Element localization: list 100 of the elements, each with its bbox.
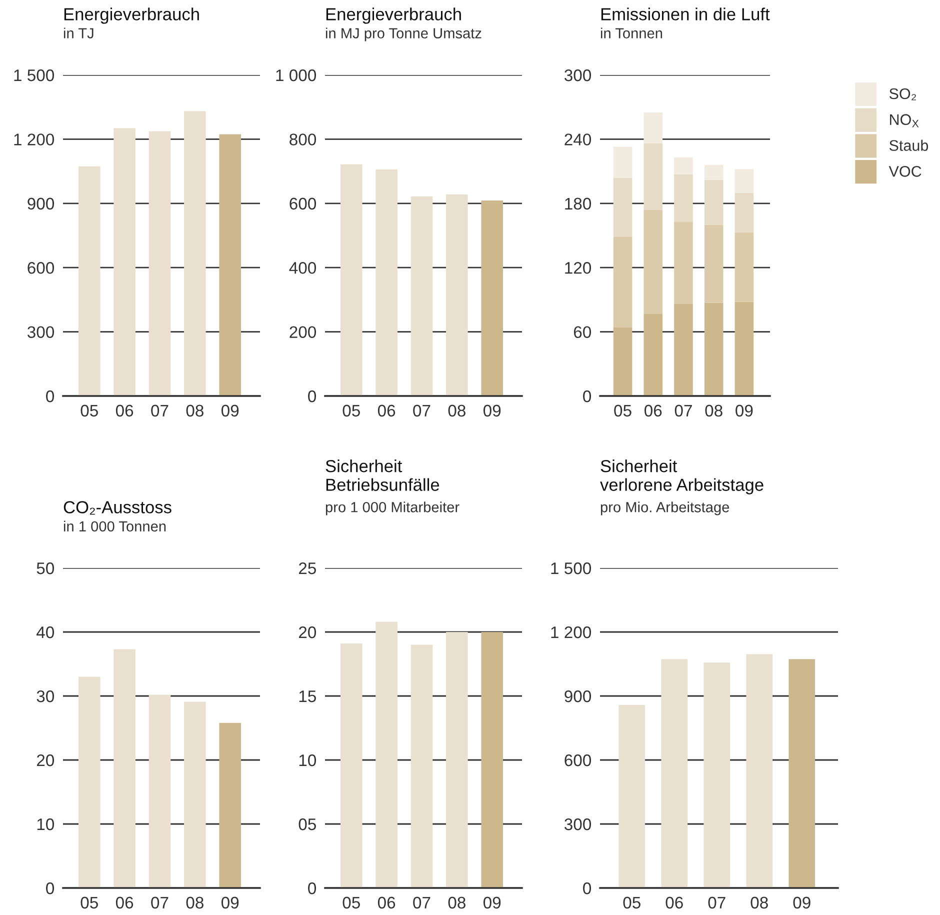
y-tick-label: 1 200 — [14, 134, 54, 146]
chart-title: Sicherheit verlorene Arbeitstage — [600, 460, 764, 494]
chart-title: Sicherheit Betriebsunfälle — [326, 460, 440, 491]
bar — [219, 722, 242, 888]
x-tick-label: 05 — [342, 404, 360, 417]
y-tick-label: 240 — [564, 134, 592, 146]
x-tick-label: 06 — [666, 896, 683, 909]
y-tick-label: 1 200 — [551, 626, 592, 638]
y-tick-label: 0 — [583, 882, 592, 894]
y-tick-label: 20 — [36, 754, 54, 766]
bar — [644, 210, 663, 314]
chart-subtitle: in Tonnen — [600, 28, 662, 38]
y-tick-label: 30 — [36, 690, 54, 702]
y-tick-label: 0 — [308, 390, 316, 402]
x-tick-label: 08 — [705, 404, 722, 417]
x-tick-label: 07 — [151, 404, 168, 417]
x-tick-label: 08 — [750, 896, 768, 909]
chart-title: CO₂-Ausstoss — [64, 501, 172, 515]
bar — [734, 232, 754, 302]
y-tick-label: 10 — [37, 818, 54, 830]
bar — [644, 112, 663, 144]
bar — [446, 194, 468, 396]
x-tick-label: 07 — [151, 896, 168, 909]
bar — [644, 314, 663, 396]
bar — [613, 236, 632, 328]
bar — [746, 654, 773, 888]
y-tick-label: 50 — [36, 562, 54, 574]
x-tick-label: 08 — [448, 896, 466, 909]
x-tick-label: 07 — [708, 896, 726, 909]
bar — [674, 157, 693, 175]
y-tick-label: 600 — [564, 754, 592, 766]
bar — [184, 111, 206, 396]
bar — [674, 222, 693, 304]
y-tick-label: 60 — [574, 326, 592, 338]
bar — [704, 302, 724, 396]
bar — [114, 128, 136, 396]
bar — [446, 632, 468, 888]
x-tick-label: 07 — [674, 404, 692, 417]
x-tick-label: 08 — [186, 404, 204, 417]
y-tick-label: 900 — [28, 198, 54, 210]
bar — [78, 166, 100, 396]
x-tick-label: 09 — [221, 404, 239, 417]
chart-subtitle: in 1 000 Tonnen — [64, 520, 166, 532]
bar — [788, 659, 816, 888]
y-tick-label: 20 — [298, 626, 316, 638]
chart-subtitle: in MJ pro Tonne Umsatz — [326, 28, 482, 42]
y-tick-label: 0 — [583, 390, 592, 402]
x-tick-label: 09 — [483, 404, 501, 417]
x-tick-label: 05 — [80, 404, 98, 417]
bar — [340, 164, 362, 396]
x-tick-label: 05 — [623, 896, 640, 909]
y-tick-label: 0 — [46, 390, 54, 402]
x-tick-label: 09 — [221, 896, 239, 909]
y-tick-label: 1 000 — [276, 69, 316, 82]
y-tick-label: 10 — [299, 754, 316, 766]
legend-label: Staub — [889, 140, 928, 151]
y-tick-label: 400 — [289, 262, 316, 274]
bar — [376, 169, 398, 396]
bar — [148, 131, 171, 396]
x-tick-label: 06 — [378, 404, 396, 417]
x-tick-label: 06 — [644, 404, 662, 417]
bar — [148, 694, 171, 888]
legend-label: VOC — [888, 166, 922, 177]
bar — [661, 659, 688, 888]
y-tick-label: 300 — [564, 818, 592, 830]
chart-subtitle: pro 1 000 Mitarbeiter — [326, 502, 460, 516]
y-tick-label: 0 — [308, 882, 316, 894]
chart-title: Emissionen in die Luft — [601, 8, 770, 20]
bar — [734, 169, 754, 193]
chart-title: Energieverbrauch — [326, 8, 461, 24]
bar — [704, 662, 730, 888]
legend-label: SO₂ — [889, 88, 916, 100]
y-tick-label: 120 — [565, 262, 592, 274]
y-tick-label: 180 — [565, 198, 592, 210]
x-tick-label: 08 — [448, 404, 466, 417]
x-tick-label: 08 — [186, 896, 204, 909]
bar — [410, 196, 433, 396]
x-tick-label: 05 — [342, 896, 360, 909]
x-tick-label: 09 — [793, 896, 810, 909]
y-tick-label: 40 — [36, 626, 54, 638]
x-tick-label: 09 — [483, 896, 501, 909]
x-tick-label: 06 — [116, 404, 134, 417]
y-tick-label: 900 — [564, 690, 592, 702]
bar — [481, 632, 504, 888]
bar — [481, 200, 504, 396]
bar — [340, 644, 362, 888]
chart-title: Energieverbrauch — [64, 8, 199, 24]
bar — [704, 224, 724, 303]
x-tick-label: 06 — [378, 896, 396, 909]
x-tick-label: 06 — [116, 896, 134, 909]
bar — [219, 134, 242, 396]
y-tick-label: 200 — [290, 326, 316, 338]
bar — [734, 302, 754, 396]
y-tick-label: 1 500 — [14, 69, 54, 82]
y-tick-label: 15 — [299, 690, 316, 702]
x-tick-label: 07 — [413, 404, 430, 417]
bar — [376, 622, 398, 888]
x-tick-label: 05 — [614, 404, 632, 417]
bar — [674, 304, 693, 396]
y-tick-label: 1 500 — [551, 562, 592, 574]
